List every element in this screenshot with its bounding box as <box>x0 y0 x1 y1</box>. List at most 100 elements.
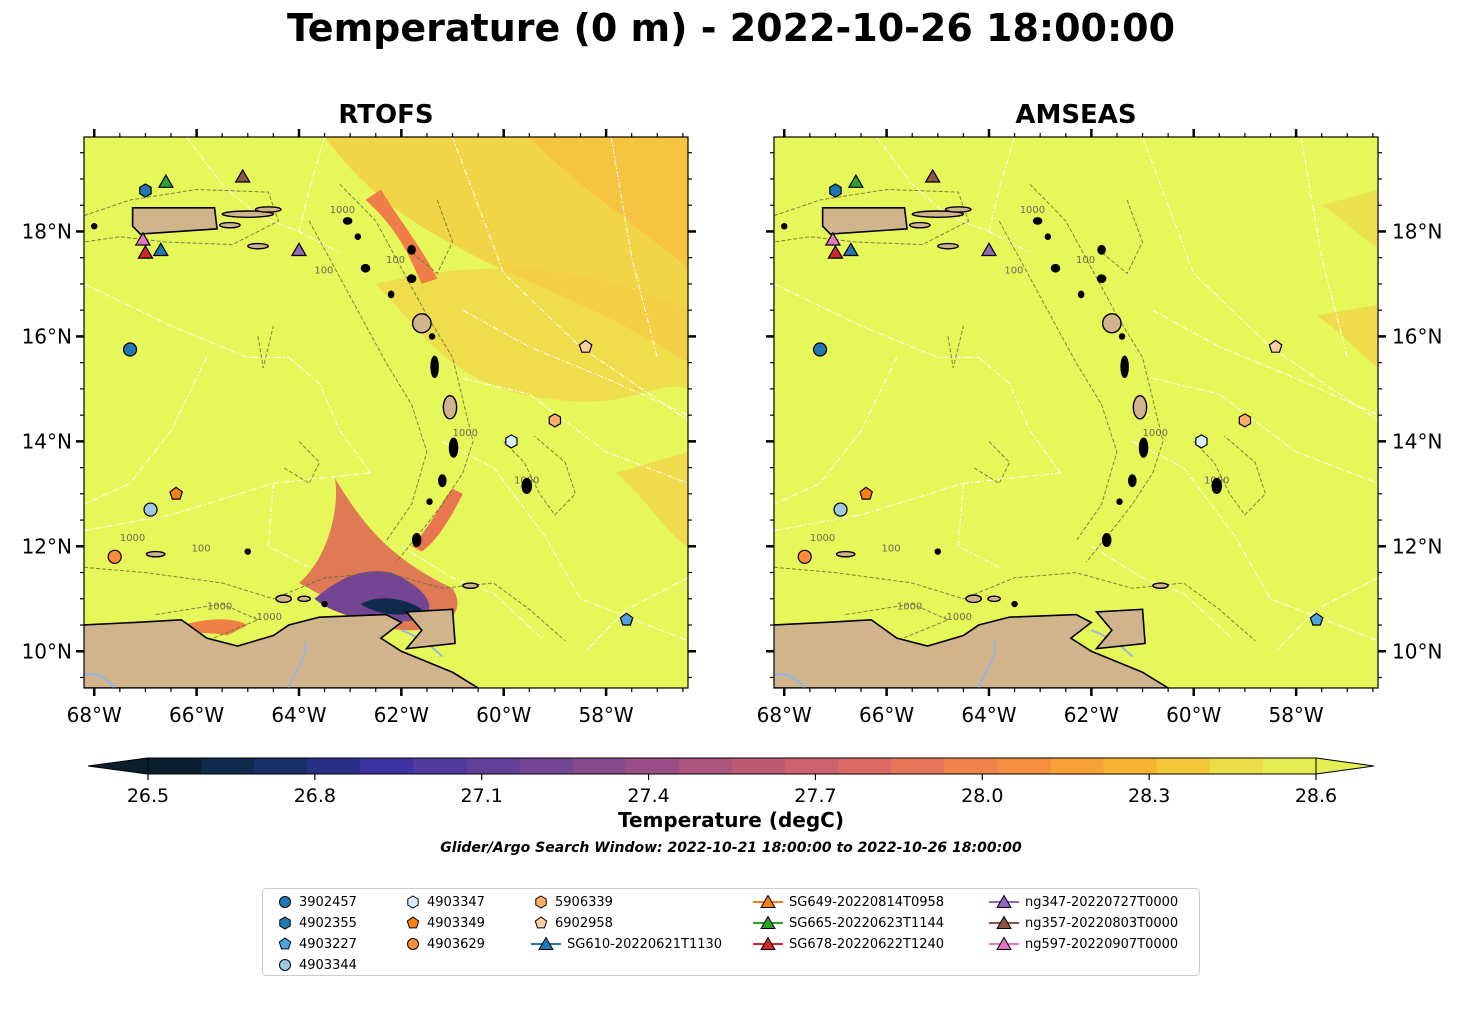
land-island <box>430 355 439 379</box>
warm-patch-east <box>616 451 688 547</box>
obs-4903629 <box>797 549 812 564</box>
colorbar-segment <box>1156 758 1211 774</box>
lat-tick-label: 14°N <box>1392 429 1442 453</box>
colorbar-segment <box>148 758 202 774</box>
contour-label: 1000 <box>330 205 355 216</box>
lon-tick-label: 68°W <box>67 703 122 727</box>
map-panel-rtofs[interactable]: 1000100100100010001000100-1000100068°W66… <box>22 129 696 727</box>
obs-5906339 <box>548 413 562 428</box>
land-island <box>1101 313 1122 334</box>
river <box>287 640 307 688</box>
colorbar-segment <box>997 758 1052 774</box>
land-island <box>1050 263 1061 273</box>
eez-boundary <box>1275 577 1378 652</box>
colorbar-segment <box>254 758 308 774</box>
legend-item: 4902355 <box>277 914 357 932</box>
bathymetry-contour <box>84 188 280 246</box>
obs-6902958 <box>578 339 593 353</box>
land-island <box>247 242 269 250</box>
legend-marker-icon <box>279 959 291 971</box>
land-island <box>1096 274 1107 284</box>
river <box>977 640 997 688</box>
obs-ng597-20220907t0000 <box>134 231 151 246</box>
bathymetry-contour <box>257 325 274 369</box>
bathymetry-contour <box>155 603 260 642</box>
obs-4903347 <box>505 434 518 449</box>
eez-boundary <box>585 577 688 652</box>
contour-label: 100 <box>386 255 405 266</box>
bathymetry-contour <box>845 603 950 642</box>
eez-boundary <box>298 137 326 232</box>
contour-label: 1000 <box>810 533 835 544</box>
land-island <box>1011 600 1018 608</box>
colorbar-segment <box>1209 758 1264 774</box>
contour-label: 1000 <box>897 601 922 612</box>
bathymetry-contour <box>774 566 1256 642</box>
legend-marker-icon <box>407 895 419 909</box>
land-island <box>411 533 422 548</box>
legend-marker-icon <box>989 894 1019 908</box>
legend-label: SG678-20220622T1240 <box>789 936 945 952</box>
land-island <box>275 594 293 604</box>
land-island <box>1101 533 1112 548</box>
eez-boundary <box>978 356 1062 474</box>
colorbar-extend-high <box>1315 757 1375 775</box>
legend-marker-icon <box>535 895 547 909</box>
legend-label: 4903347 <box>427 894 485 910</box>
obs-4903344 <box>143 502 158 517</box>
lon-tick-label: 68°W <box>757 703 812 727</box>
eez-boundary <box>462 309 688 416</box>
legend-marker-icon <box>753 915 783 929</box>
land-island <box>1077 290 1085 299</box>
eez-boundary <box>1152 377 1378 484</box>
legend-marker-icon <box>531 936 561 950</box>
lat-tick-label: 16°N <box>1392 324 1442 348</box>
land-island <box>442 395 458 420</box>
colorbar-tick-label: 27.7 <box>794 785 836 807</box>
legend-item: 3902457 <box>277 893 357 911</box>
bathymetry-contour <box>973 441 1011 485</box>
panel-title-amseas: AMSEAS <box>1015 100 1137 130</box>
lat-tick-label: 14°N <box>22 429 72 453</box>
cool-plume-core <box>360 598 422 615</box>
legend-label: ng357-20220803T0000 <box>1025 915 1179 931</box>
land-island <box>835 550 856 558</box>
land-island <box>911 210 965 218</box>
legend-marker-icon <box>753 894 783 908</box>
legend-item: 5906339 <box>533 893 613 911</box>
obs-4903349 <box>169 486 184 500</box>
contour-label: 100 <box>881 544 900 555</box>
colorbar-segment <box>1050 758 1105 774</box>
eez-boundary <box>988 137 1016 232</box>
land-south-america <box>84 613 480 688</box>
land-island <box>1116 498 1123 506</box>
obs-sg610-20220621t1130 <box>152 242 169 257</box>
land-puerto-rico <box>821 207 908 235</box>
map-panel-amseas[interactable]: 1000100100100010001000100-1000100068°W66… <box>757 129 1443 727</box>
colorbar-extend-low <box>87 757 149 775</box>
obs-4903227 <box>619 612 634 626</box>
land-island <box>244 548 252 555</box>
obs-4903629 <box>107 549 122 564</box>
lon-tick-label: 66°W <box>859 703 914 727</box>
bathymetry-contour <box>308 220 428 542</box>
colorbar-segment <box>572 758 627 774</box>
legend-item: ng347-20220727T0000 <box>989 893 1178 911</box>
contour-label: -1000 <box>943 612 972 623</box>
eez-boundary <box>451 137 688 421</box>
legend-label: 4903629 <box>427 936 485 952</box>
eez-boundary <box>84 472 371 532</box>
land-island <box>342 217 353 225</box>
bathymetry-contour <box>1193 435 1266 516</box>
legend-item: 4903227 <box>277 935 357 953</box>
land-island <box>987 595 1001 603</box>
land-island <box>1118 333 1126 340</box>
colorbar-tick-label: 28.0 <box>961 785 1003 807</box>
legend-marker-icon <box>278 937 292 950</box>
colorbar-segment <box>732 758 786 774</box>
bathymetry-contour <box>998 220 1118 542</box>
land-south-america <box>774 613 1170 688</box>
bathymetry-contour <box>1029 183 1164 563</box>
legend-marker-icon <box>753 936 783 950</box>
